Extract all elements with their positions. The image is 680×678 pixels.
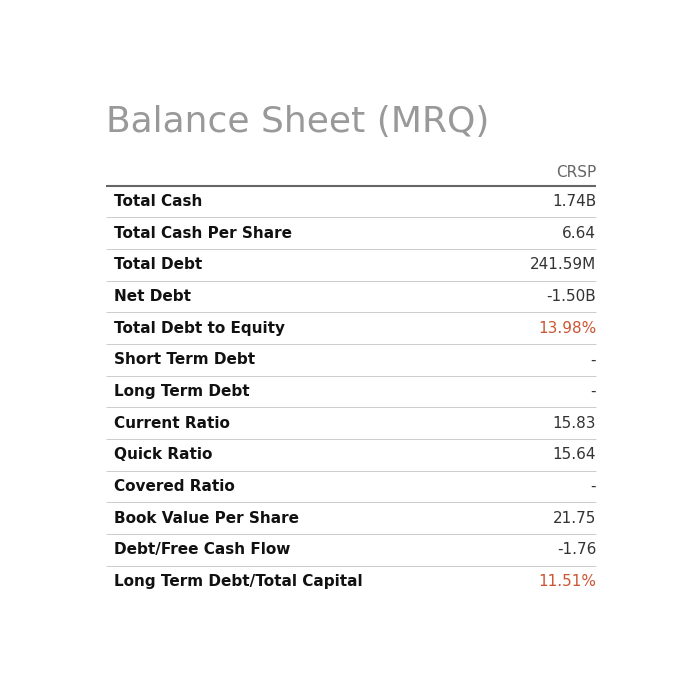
Text: -: -: [591, 353, 596, 367]
Text: Quick Ratio: Quick Ratio: [114, 447, 212, 462]
Text: Book Value Per Share: Book Value Per Share: [114, 511, 299, 525]
Text: Total Debt: Total Debt: [114, 258, 202, 273]
Text: Total Cash: Total Cash: [114, 194, 203, 209]
Text: 21.75: 21.75: [553, 511, 596, 525]
Text: Current Ratio: Current Ratio: [114, 416, 230, 431]
Text: Covered Ratio: Covered Ratio: [114, 479, 235, 494]
Text: Balance Sheet (MRQ): Balance Sheet (MRQ): [106, 105, 490, 139]
Text: -1.76: -1.76: [557, 542, 596, 557]
Text: -: -: [591, 479, 596, 494]
Text: Total Debt to Equity: Total Debt to Equity: [114, 321, 285, 336]
Text: Short Term Debt: Short Term Debt: [114, 353, 255, 367]
Text: 13.98%: 13.98%: [538, 321, 596, 336]
Text: Net Debt: Net Debt: [114, 289, 191, 304]
Text: -1.50B: -1.50B: [547, 289, 596, 304]
Text: 241.59M: 241.59M: [530, 258, 596, 273]
Text: Long Term Debt: Long Term Debt: [114, 384, 250, 399]
Text: Total Cash Per Share: Total Cash Per Share: [114, 226, 292, 241]
Text: 15.64: 15.64: [553, 447, 596, 462]
Text: Long Term Debt/Total Capital: Long Term Debt/Total Capital: [114, 574, 362, 589]
Text: 1.74B: 1.74B: [552, 194, 596, 209]
Text: Debt/Free Cash Flow: Debt/Free Cash Flow: [114, 542, 290, 557]
Text: 15.83: 15.83: [553, 416, 596, 431]
Text: 6.64: 6.64: [562, 226, 596, 241]
Text: -: -: [591, 384, 596, 399]
Text: CRSP: CRSP: [556, 165, 596, 180]
Text: 11.51%: 11.51%: [538, 574, 596, 589]
